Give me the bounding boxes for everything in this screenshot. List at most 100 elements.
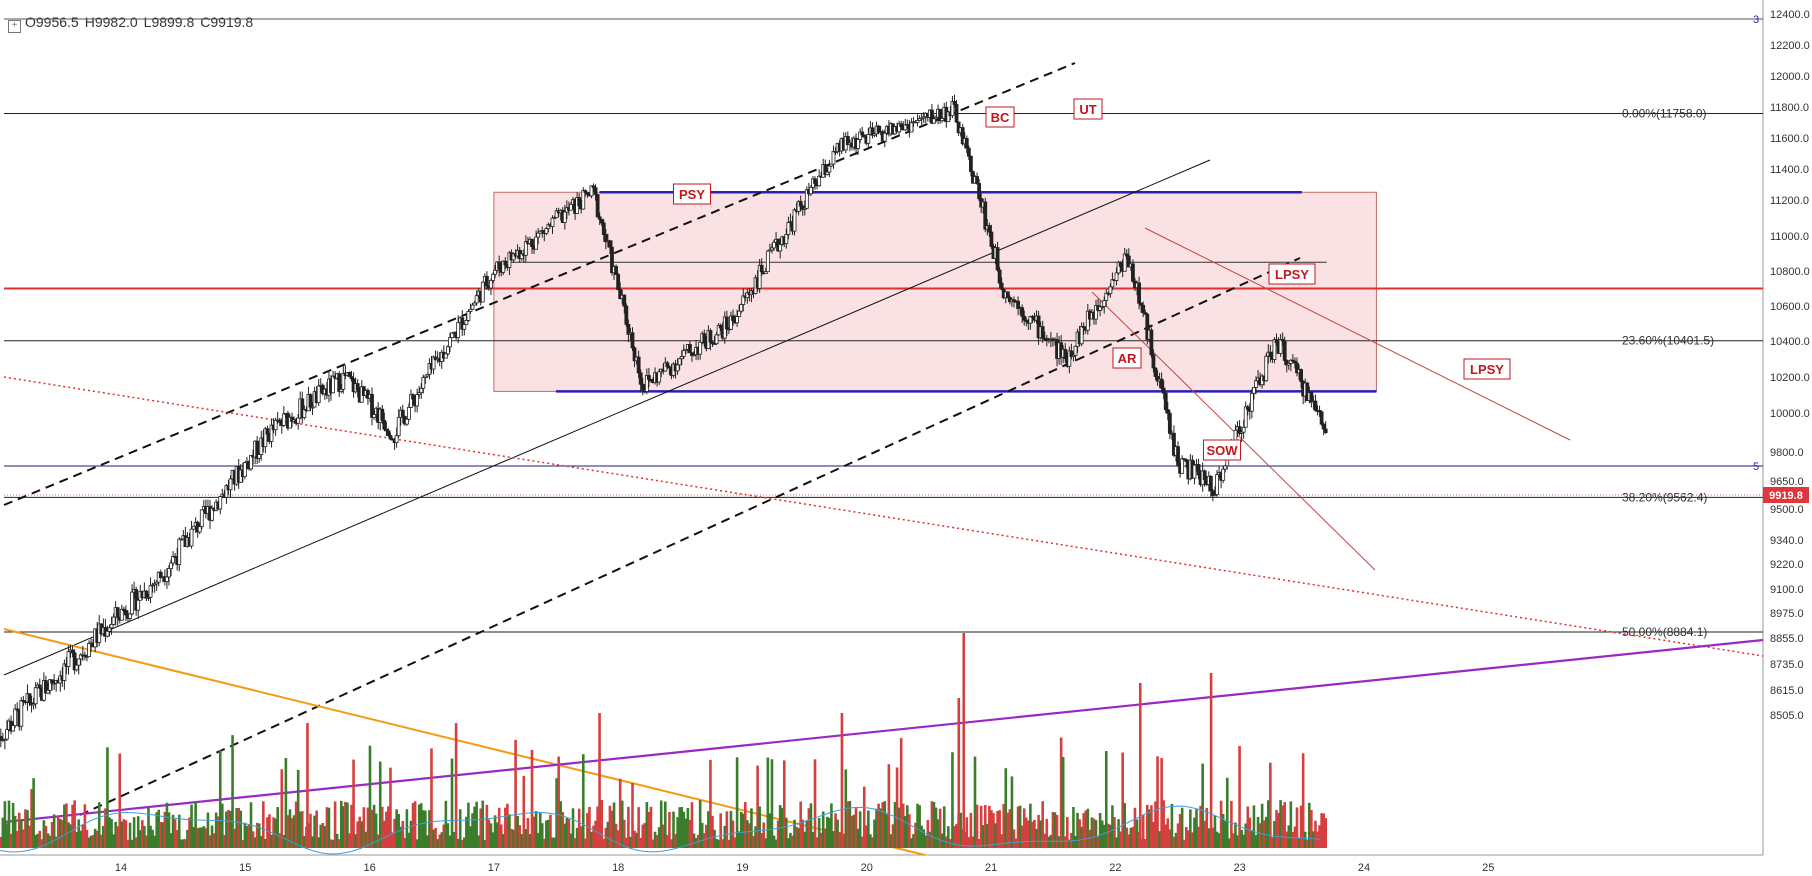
candle-body <box>827 165 832 173</box>
time-tick-label: 17 <box>488 862 500 874</box>
volume-bar <box>635 832 638 848</box>
volume-bar <box>668 811 671 848</box>
volume-bar <box>881 802 885 848</box>
volume-bar <box>1072 806 1075 848</box>
volume-bar <box>253 837 257 848</box>
volume-bar <box>356 821 359 848</box>
candle-body <box>62 663 67 681</box>
candle-body <box>388 435 393 440</box>
price-tick-label: 12200.0 <box>1770 40 1810 52</box>
candle-body <box>148 585 153 598</box>
candle-body <box>1143 312 1148 315</box>
volume-bar <box>1084 810 1088 848</box>
volume-bar <box>15 831 19 848</box>
candle-body <box>1264 355 1269 382</box>
candle-body <box>1161 387 1166 394</box>
legend-toggle-icon[interactable]: + <box>8 20 21 33</box>
volume-bar <box>1074 835 1077 848</box>
candle-body <box>1321 423 1326 430</box>
candle-body <box>121 608 126 611</box>
volume-bar <box>83 804 87 848</box>
volume-bar <box>563 823 567 848</box>
volume-bar <box>916 803 919 848</box>
candle-body <box>474 295 479 304</box>
volume-bar <box>378 761 382 848</box>
candle-body <box>899 123 904 128</box>
volume-bar <box>637 807 640 848</box>
candle-body <box>1016 300 1020 309</box>
wyckoff-label: BC <box>991 110 1010 125</box>
volume-bar <box>795 826 798 848</box>
candle-body <box>197 526 202 533</box>
candle-body <box>425 373 430 377</box>
volume-bar <box>957 698 961 848</box>
volume-bar <box>698 800 702 848</box>
candle-body <box>1295 362 1299 374</box>
volume-bar <box>1207 828 1211 848</box>
volume-bar <box>807 808 811 848</box>
volume-bar <box>247 824 251 848</box>
candle-body <box>591 185 596 189</box>
candle-body <box>934 116 938 120</box>
volume-bar <box>664 801 667 848</box>
volume-bar <box>865 825 868 848</box>
volume-bar <box>922 829 926 848</box>
volume-bar <box>1145 804 1149 848</box>
candle-body <box>242 462 247 478</box>
volume-bar <box>553 837 556 848</box>
volume-bar <box>1285 831 1289 848</box>
volume-bar <box>869 834 872 848</box>
volume-bar <box>151 829 154 848</box>
volume-bar <box>962 633 966 848</box>
candle-body <box>152 583 157 586</box>
wedge-lower-line <box>1091 291 1376 571</box>
candle-body <box>593 187 598 195</box>
volume-bar <box>1168 829 1172 848</box>
volume-bar <box>614 823 618 848</box>
candle-body <box>952 101 957 105</box>
volume-bar <box>629 836 632 848</box>
volume-bar <box>40 839 44 848</box>
volume-bar <box>1102 824 1106 848</box>
volume-bar <box>239 810 243 848</box>
volume-bar <box>1178 814 1182 848</box>
volume-bar <box>733 837 737 848</box>
volume-bar <box>920 825 923 848</box>
volume-bar <box>463 837 466 848</box>
volume-bar <box>296 769 300 848</box>
candle-body <box>690 352 694 357</box>
volume-bar <box>1113 817 1116 848</box>
volume-bar <box>134 837 138 848</box>
candle-body <box>111 616 116 625</box>
time-tick-label: 16 <box>363 862 375 874</box>
candle-body <box>823 164 828 175</box>
volume-bar <box>772 835 776 848</box>
volume-bar <box>1152 821 1155 848</box>
volume-bar <box>1236 835 1239 848</box>
wedge-upper-line <box>1144 227 1571 441</box>
volume-bar <box>362 807 366 848</box>
volume-bar <box>813 759 817 848</box>
volume-bar <box>130 839 134 848</box>
volume-bar <box>465 816 468 848</box>
candle-body <box>638 372 643 385</box>
volume-bar <box>370 809 374 848</box>
volume-bar <box>383 820 386 848</box>
volume-bar <box>114 822 117 848</box>
volume-bar <box>184 839 187 848</box>
volume-bar <box>1305 839 1309 848</box>
volume-bar <box>212 833 216 848</box>
volume-bar <box>782 760 786 848</box>
volume-bar <box>231 735 234 848</box>
candle-body <box>341 372 346 390</box>
candle-body <box>87 643 91 658</box>
time-tick-label: 14 <box>115 862 127 874</box>
volume-bar <box>1240 829 1243 848</box>
volume-bar <box>1299 805 1303 848</box>
candle-body <box>1313 400 1318 411</box>
candle-body <box>396 416 401 437</box>
volume-bar <box>805 820 809 848</box>
volume-bar <box>342 806 345 848</box>
candle-body <box>624 305 629 325</box>
